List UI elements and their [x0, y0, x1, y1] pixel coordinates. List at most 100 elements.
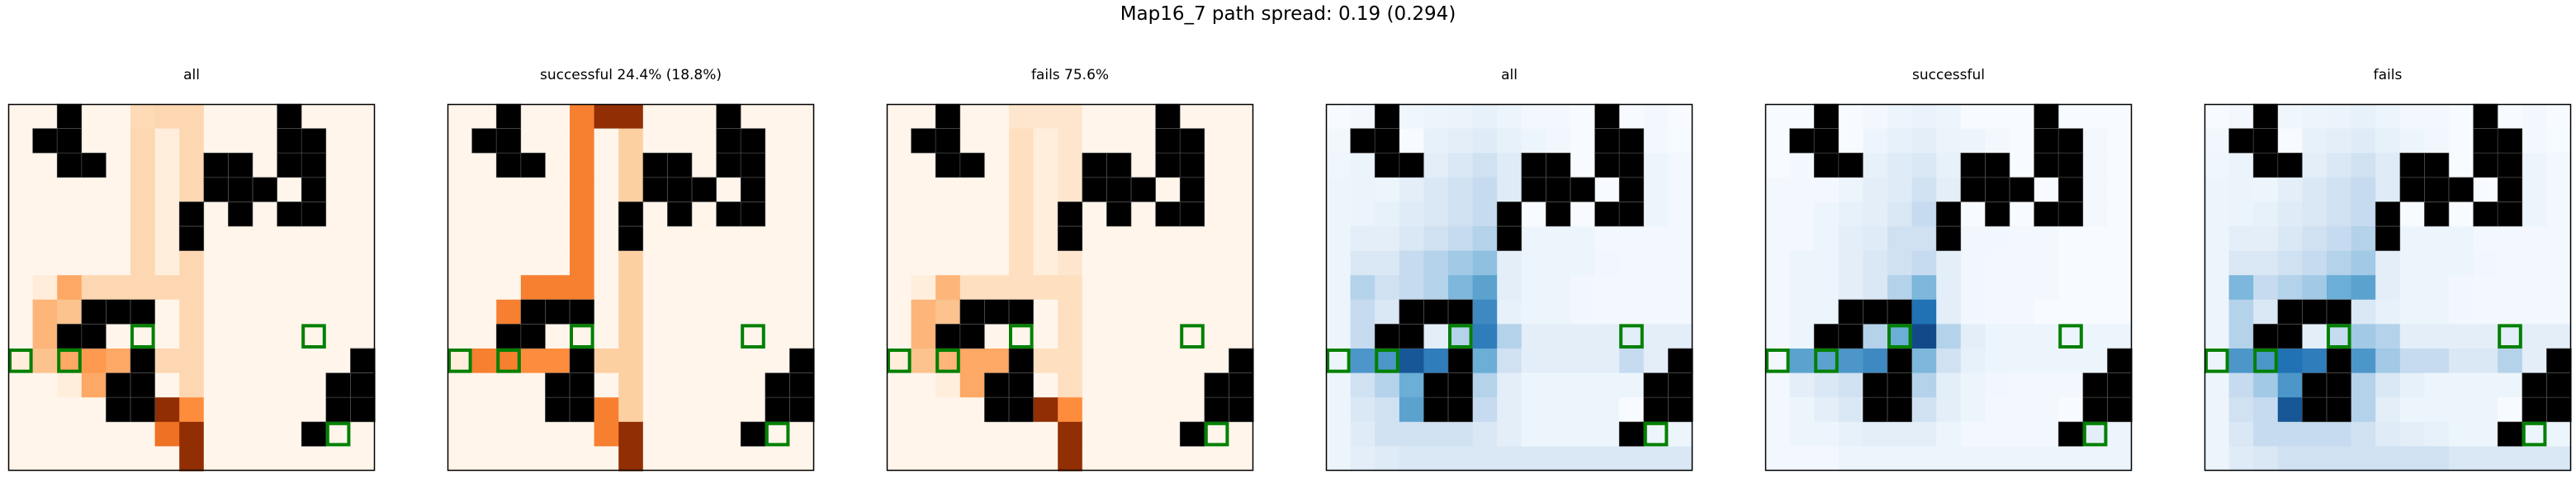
heat-cell [2375, 128, 2401, 154]
heat-cell [8, 275, 34, 301]
heat-cell [2204, 202, 2230, 227]
heat-cell [1546, 250, 1571, 276]
obstacle-cell [2034, 202, 2059, 227]
obstacle-cell [741, 421, 766, 447]
obstacle-cell [2058, 128, 2084, 154]
heat-cell [1643, 128, 1669, 154]
obstacle-cell [2302, 299, 2327, 325]
heat-cell [1936, 446, 1962, 472]
heat-cell [2228, 250, 2254, 276]
heat-cell [81, 349, 107, 374]
heat-cell [1789, 153, 1815, 178]
heat-cell [277, 250, 302, 276]
heat-cell [1033, 299, 1058, 325]
heat-cell [1497, 128, 1522, 154]
heat-cell [2522, 128, 2547, 154]
heat-cell [570, 226, 595, 252]
heat-cell [935, 372, 961, 398]
target-marker [1204, 421, 1229, 447]
heat-cell [81, 104, 107, 130]
heat-cell [2498, 324, 2523, 349]
heat-cell [1009, 226, 1035, 252]
heat-cell [325, 202, 351, 227]
heat-cell [2473, 421, 2498, 447]
heat-cell [1131, 349, 1157, 374]
heat-cell [520, 372, 546, 398]
obstacle-cell [2277, 153, 2303, 178]
heat-cell [1863, 250, 1888, 276]
heat-cell [1668, 128, 1693, 154]
obstacle-cell [1155, 128, 1181, 154]
heat-cell [1814, 446, 1840, 472]
heat-cell [106, 104, 131, 130]
heat-cell [1131, 250, 1157, 276]
heat-cell [741, 250, 766, 276]
heat-cell [203, 104, 229, 130]
target-marker [1643, 421, 1669, 447]
heat-cell [1155, 250, 1181, 276]
heat-cell [1155, 372, 1181, 398]
heat-cell [57, 202, 83, 227]
heat-cell [350, 226, 376, 252]
heat-cell [1985, 446, 2010, 472]
heat-cell [1106, 446, 1132, 472]
heat-cell [1009, 324, 1035, 349]
heat-cell [789, 202, 815, 227]
heat-cell [1131, 202, 1157, 227]
heat-cell [154, 421, 180, 447]
heat-cell [594, 349, 619, 374]
heat-cell [741, 349, 766, 374]
heat-cell [1375, 250, 1400, 276]
heat-cell [1960, 397, 1986, 423]
target-marker [2327, 324, 2351, 349]
heat-cell [1960, 128, 1986, 154]
obstacle-cell [789, 349, 815, 374]
heat-cell [1131, 397, 1157, 423]
heat-cell [935, 250, 961, 276]
heat-cell [2082, 324, 2108, 349]
obstacle-cell-border [130, 348, 155, 373]
heat-cell [350, 104, 376, 130]
heat-cell [789, 177, 815, 202]
heat-cell [984, 153, 1010, 178]
obstacle-cell-border [228, 202, 253, 227]
heat-cell [1838, 372, 1863, 398]
heat-cell [765, 104, 790, 130]
obstacle-cell [228, 177, 253, 202]
heat-cell [1521, 349, 1546, 374]
obstacle-cell [130, 397, 156, 423]
heat-cell [2327, 128, 2352, 154]
heat-cell [911, 202, 936, 227]
heat-cell [1204, 226, 1229, 252]
heat-cell [496, 275, 522, 301]
heat-cell [545, 349, 571, 374]
heat-cell [1497, 324, 1522, 349]
obstacle-cell [2498, 177, 2523, 202]
heat-cell [1570, 299, 1596, 325]
heat-cell [911, 372, 936, 398]
heat-cell [2327, 153, 2352, 178]
heat-cell [2399, 446, 2425, 472]
heat-cell [130, 128, 156, 154]
heat-cell [765, 299, 790, 325]
obstacle-cell-border [520, 324, 546, 349]
heat-cell [154, 275, 180, 301]
obstacle-cell [301, 153, 327, 178]
heat-cell [2375, 153, 2401, 178]
heat-cell [2498, 372, 2523, 398]
obstacle-cell [325, 372, 351, 398]
heat-cell [667, 275, 693, 301]
heat-cell [2010, 128, 2035, 154]
obstacle-cell-border [959, 324, 985, 349]
heat-cell [594, 153, 619, 178]
heat-cell [2473, 177, 2498, 202]
heat-cell [2228, 202, 2254, 227]
heat-cell [1423, 250, 1449, 276]
obstacle-cell [716, 128, 741, 154]
heat-cell [1838, 250, 1863, 276]
heat-cell [81, 250, 107, 276]
heat-cell [1448, 128, 1474, 154]
heat-cell [959, 349, 985, 374]
heat-cell [2522, 202, 2547, 227]
obstacle-cell [203, 153, 229, 178]
